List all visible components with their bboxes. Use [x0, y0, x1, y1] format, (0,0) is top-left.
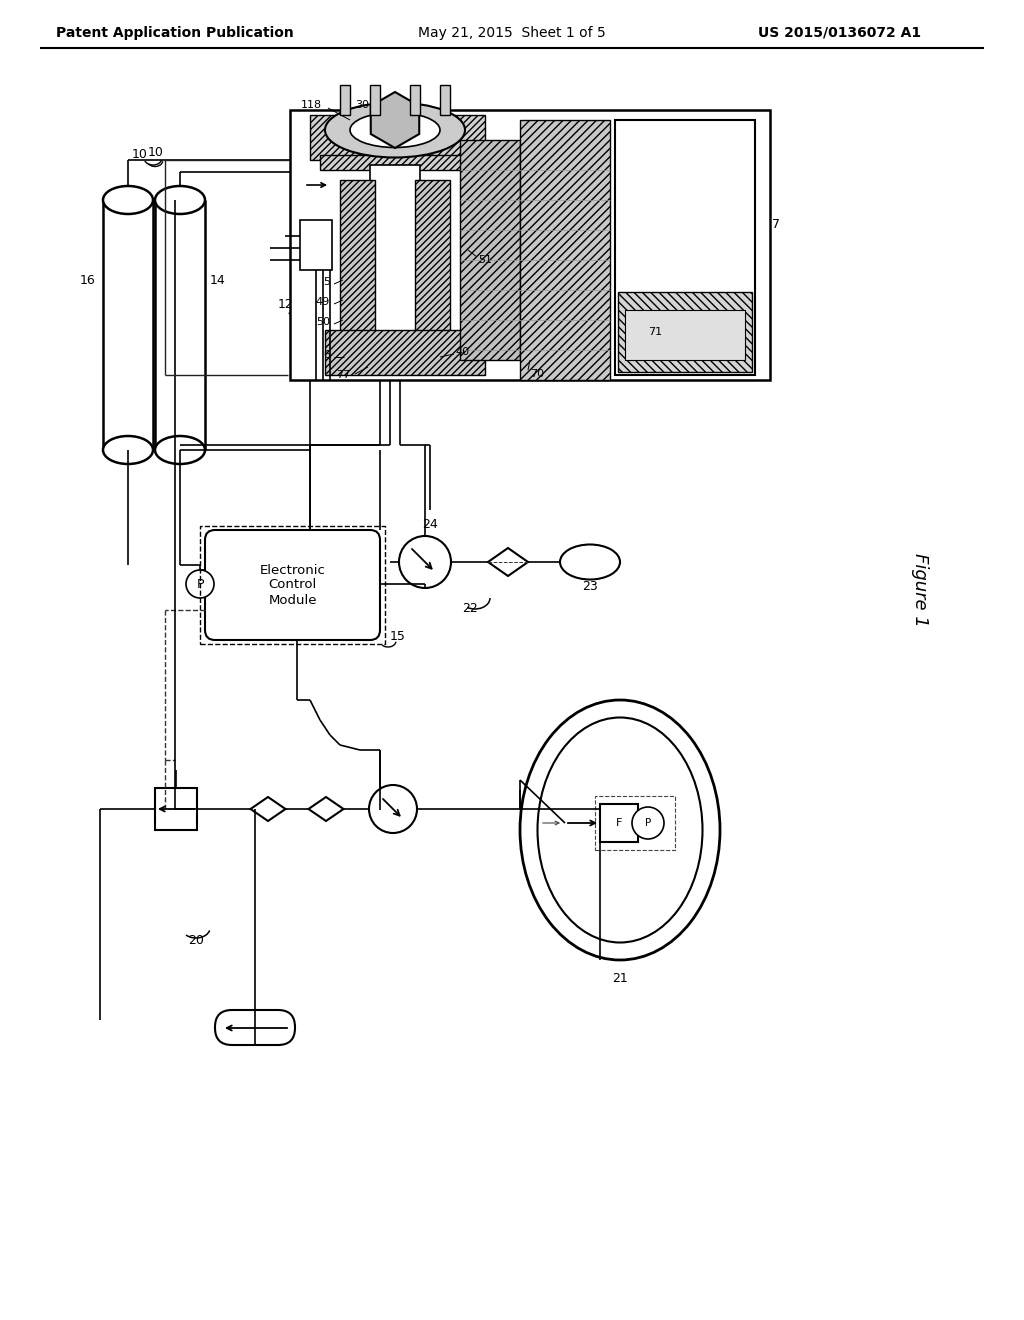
Text: US 2015/0136072 A1: US 2015/0136072 A1: [759, 26, 922, 40]
Bar: [340, 84, 350, 115]
Bar: [340, 180, 375, 341]
Bar: [300, 220, 332, 271]
Text: 6: 6: [323, 350, 330, 360]
Circle shape: [369, 785, 417, 833]
Bar: [310, 115, 485, 160]
Polygon shape: [251, 797, 286, 821]
Text: May 21, 2015  Sheet 1 of 5: May 21, 2015 Sheet 1 of 5: [418, 26, 606, 40]
Text: 24: 24: [422, 517, 438, 531]
Text: 30: 30: [355, 100, 369, 110]
Bar: [460, 140, 520, 360]
Text: F: F: [615, 818, 623, 828]
Bar: [370, 165, 420, 366]
Bar: [440, 84, 450, 115]
FancyBboxPatch shape: [215, 1010, 295, 1045]
Bar: [325, 330, 485, 375]
Ellipse shape: [520, 700, 720, 960]
Bar: [595, 796, 675, 850]
Ellipse shape: [560, 544, 620, 579]
Circle shape: [632, 807, 664, 840]
Text: 70: 70: [530, 370, 544, 379]
Text: 22: 22: [462, 602, 478, 615]
Ellipse shape: [538, 718, 702, 942]
Text: 20: 20: [188, 933, 204, 946]
Polygon shape: [308, 797, 343, 821]
Text: 51: 51: [478, 255, 492, 265]
Circle shape: [383, 117, 407, 143]
Text: 16: 16: [79, 273, 95, 286]
Bar: [615, 120, 755, 375]
Text: 71: 71: [648, 327, 663, 337]
Polygon shape: [488, 548, 528, 576]
Bar: [370, 84, 380, 115]
Text: 23: 23: [582, 581, 598, 594]
Text: 7: 7: [772, 219, 780, 231]
Text: 118: 118: [301, 100, 322, 110]
Ellipse shape: [350, 112, 440, 148]
Text: 21: 21: [612, 972, 628, 985]
Bar: [600, 804, 638, 842]
Text: P: P: [645, 818, 651, 828]
Circle shape: [399, 536, 451, 587]
Text: 49: 49: [315, 297, 330, 308]
Polygon shape: [371, 92, 419, 148]
Text: Control: Control: [268, 578, 316, 591]
Text: 10: 10: [132, 149, 148, 161]
Bar: [625, 310, 745, 360]
Bar: [200, 525, 385, 644]
Text: 12: 12: [278, 298, 293, 312]
Text: 15: 15: [390, 631, 406, 644]
Ellipse shape: [103, 186, 153, 214]
Ellipse shape: [155, 436, 205, 465]
Text: Module: Module: [268, 594, 316, 606]
Text: Figure 1: Figure 1: [911, 553, 929, 627]
Circle shape: [186, 570, 214, 598]
Text: 10: 10: [148, 145, 164, 158]
Text: 50: 50: [316, 317, 330, 327]
Bar: [618, 292, 752, 372]
Bar: [520, 120, 610, 380]
Bar: [319, 154, 475, 170]
Text: P: P: [197, 578, 204, 590]
Ellipse shape: [325, 103, 465, 157]
Ellipse shape: [155, 186, 205, 214]
Bar: [290, 110, 770, 380]
Ellipse shape: [103, 436, 153, 465]
Text: Electronic: Electronic: [259, 564, 326, 577]
Text: 40: 40: [455, 347, 469, 356]
Text: 5: 5: [323, 277, 330, 286]
Bar: [410, 84, 420, 115]
Text: 14: 14: [210, 273, 225, 286]
Bar: [155, 788, 197, 830]
FancyBboxPatch shape: [205, 531, 380, 640]
Bar: [415, 180, 450, 341]
Text: 77: 77: [336, 370, 350, 380]
Text: Patent Application Publication: Patent Application Publication: [56, 26, 294, 40]
